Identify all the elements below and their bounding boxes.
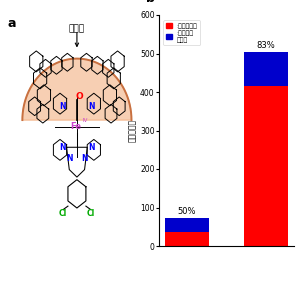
- Polygon shape: [22, 58, 131, 120]
- Text: b: b: [146, 0, 154, 5]
- Bar: [244, 86, 288, 246]
- Text: 疏水場: 疏水場: [69, 24, 85, 33]
- Text: N: N: [59, 102, 65, 111]
- Text: N: N: [59, 142, 65, 152]
- Text: Cl: Cl: [58, 209, 67, 218]
- Text: N: N: [66, 154, 73, 163]
- Text: O: O: [75, 92, 83, 101]
- Text: a: a: [8, 17, 16, 30]
- Y-axis label: 触媒回転数: 触媒回転数: [128, 119, 137, 142]
- Text: 83%: 83%: [257, 41, 275, 50]
- Text: 50%: 50%: [178, 207, 196, 216]
- Text: Fe: Fe: [70, 122, 81, 131]
- Bar: [165, 232, 208, 246]
- Text: IV: IV: [83, 118, 88, 123]
- Text: N: N: [88, 102, 95, 111]
- Text: N: N: [88, 142, 95, 152]
- Bar: [244, 52, 288, 86]
- Legend: :メタノール, :過剰酸化
生成物: :メタノール, :過剰酸化 生成物: [164, 20, 200, 45]
- Text: Cl: Cl: [87, 209, 95, 218]
- Bar: [165, 218, 208, 232]
- Text: N: N: [81, 154, 88, 163]
